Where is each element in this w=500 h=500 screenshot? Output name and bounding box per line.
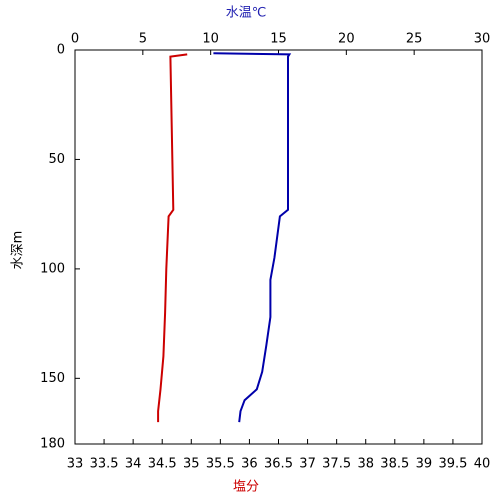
top-tick-label: 0 — [71, 32, 79, 47]
profile-line — [157, 53, 188, 423]
bottom-tick-label: 37.5 — [322, 457, 351, 472]
y-tick-label: 50 — [48, 152, 65, 167]
bottom-tick-label: 39 — [416, 457, 433, 472]
bottom-tick-label: 35 — [183, 457, 200, 472]
bottom-axis-label: 塩分 — [233, 480, 259, 495]
bottom-tick-label: 33 — [67, 457, 84, 472]
plot-frame — [74, 49, 483, 445]
bottom-tick-label: 38 — [357, 457, 374, 472]
top-tick-label: 30 — [474, 32, 491, 47]
y-axis-label: 水深m — [11, 231, 26, 270]
bottom-tick-label: 38.5 — [380, 457, 409, 472]
profile-line — [213, 52, 292, 423]
top-axis-label: 水温℃ — [226, 6, 267, 21]
bottom-tick-label: 40 — [474, 457, 491, 472]
y-tick-label: 100 — [40, 261, 65, 276]
top-tick-label: 10 — [202, 32, 219, 47]
top-tick-label: 25 — [406, 32, 423, 47]
y-tick-label: 150 — [40, 371, 65, 386]
bottom-tick-label: 36 — [241, 457, 258, 472]
y-tick-label: 180 — [40, 437, 65, 452]
y-tick-label: 0 — [57, 43, 65, 58]
bottom-tick-label: 35.5 — [206, 457, 235, 472]
bottom-tick-label: 33.5 — [90, 457, 119, 472]
bottom-tick-label: 34.5 — [148, 457, 177, 472]
bottom-tick-label: 39.5 — [438, 457, 467, 472]
top-tick-label: 5 — [139, 32, 147, 47]
bottom-tick-label: 34 — [125, 457, 142, 472]
bottom-tick-label: 36.5 — [264, 457, 293, 472]
bottom-tick-label: 37 — [299, 457, 316, 472]
top-tick-label: 20 — [338, 32, 355, 47]
top-tick-label: 15 — [270, 32, 287, 47]
